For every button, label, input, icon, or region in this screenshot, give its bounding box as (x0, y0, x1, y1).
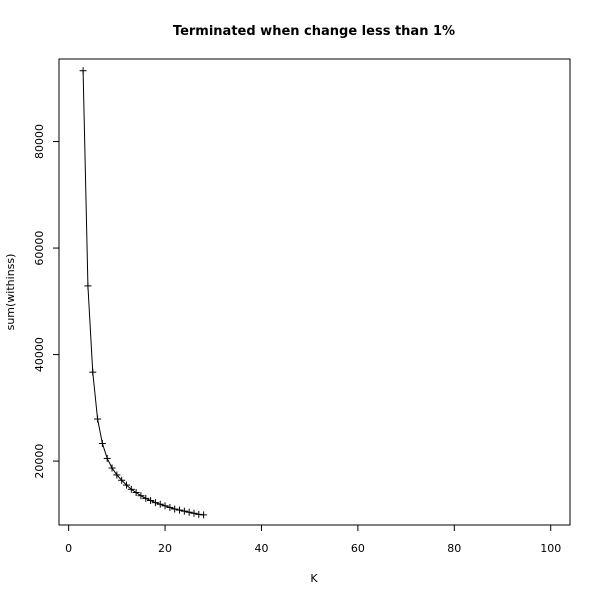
y-axis-label: sum(withinss) (4, 254, 17, 331)
data-point (79, 67, 87, 75)
y-tick-label: 80000 (33, 124, 46, 159)
x-axis: 0 20 40 60 80 100 (65, 525, 561, 555)
data-point (195, 510, 203, 518)
data-point (151, 499, 159, 507)
x-tick-label: 60 (351, 542, 365, 555)
data-point (84, 282, 92, 290)
data-point (190, 509, 198, 517)
chart-title: Terminated when change less than 1% (173, 24, 455, 39)
series-markers (79, 67, 208, 519)
data-point (142, 494, 150, 502)
data-point (94, 415, 102, 423)
plot-frame (58, 58, 571, 526)
y-tick-label: 60000 (33, 231, 46, 266)
data-point (200, 511, 208, 519)
data-point (180, 507, 188, 515)
y-tick-label: 40000 (33, 337, 46, 372)
x-tick-label: 20 (158, 542, 172, 555)
x-tick-label: 0 (65, 542, 72, 555)
data-point (108, 464, 116, 472)
data-point (147, 497, 155, 505)
data-point (176, 506, 184, 514)
data-point (127, 485, 135, 493)
data-point (156, 500, 164, 508)
data-point (118, 476, 126, 484)
y-axis: 20000 40000 60000 80000 (33, 124, 59, 479)
y-tick-label: 20000 (33, 444, 46, 479)
x-tick-label: 80 (447, 542, 461, 555)
data-point (98, 440, 106, 448)
data-point (166, 503, 174, 511)
x-axis-label: K (310, 572, 318, 585)
data-point (89, 368, 97, 376)
data-point (185, 508, 193, 516)
x-tick-label: 40 (254, 542, 268, 555)
data-point (113, 471, 121, 479)
data-point (132, 489, 140, 497)
data-point (122, 481, 130, 489)
data-point (171, 505, 179, 513)
x-tick-label: 100 (540, 542, 561, 555)
series-line (82, 70, 204, 516)
data-point (161, 502, 169, 510)
data-point (137, 492, 145, 500)
data-point (103, 454, 111, 462)
